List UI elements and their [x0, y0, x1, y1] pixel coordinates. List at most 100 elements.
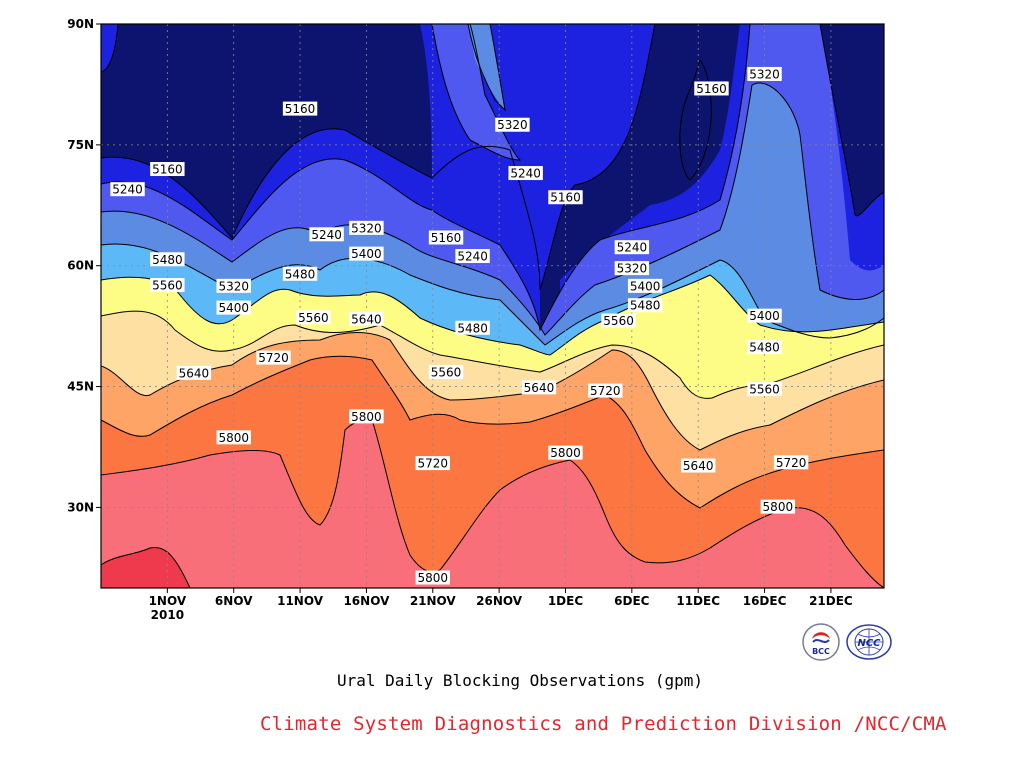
x-tick-label: 1NOV: [149, 594, 187, 608]
contour-label-box: [110, 182, 145, 197]
x-year-label: 2010: [151, 608, 184, 622]
band-fill: [468, 24, 505, 110]
contour-label-box: [428, 230, 464, 245]
contour-label-box: [349, 220, 384, 235]
x-tick-label: 11DEC: [676, 594, 720, 608]
contour-line: [101, 24, 751, 332]
contour-label-layer: 5160 5160 5160 5160 5160 5240 5240 5240 5240 5240…: [110, 66, 809, 585]
contour-line: [101, 310, 884, 399]
credit-line: Climate System Diagnostics and Predictio…: [260, 713, 947, 735]
contour-label-box: [282, 101, 318, 116]
contour-label-text: 5800: [418, 571, 449, 585]
contour-label: 5480: [150, 252, 185, 267]
y-tick-label: 90N: [67, 17, 94, 31]
plot-frame: [100, 23, 885, 589]
contour-label-box: [747, 381, 782, 396]
contour-label: 5400: [349, 246, 384, 261]
x-tick-label: 6DEC: [614, 594, 650, 608]
contour-label-text: 5560: [749, 382, 780, 396]
contour-label-box: [309, 227, 344, 242]
contour-label-text: 5720: [418, 457, 449, 471]
contour-label-box: [455, 320, 490, 335]
contour-label: 5400: [747, 308, 782, 323]
contour-label-box: [256, 350, 291, 365]
contour-label: 5560: [150, 278, 185, 293]
contour-line: [101, 418, 884, 588]
contour-label-text: 5240: [311, 228, 342, 242]
contour-line: [101, 82, 884, 336]
contour-label-text: 5560: [298, 311, 329, 325]
contour-label: 5480: [747, 340, 782, 355]
contour-label-box: [760, 499, 796, 514]
y-tick-label: 75N: [67, 138, 94, 152]
contour-label-text: 5400: [630, 279, 661, 293]
contour-label-text: 5800: [550, 446, 581, 460]
contour-label: 5320: [349, 220, 384, 235]
contour-label-text: 5320: [497, 118, 528, 132]
ncc-logo-text: NCC: [857, 638, 881, 649]
contour-label-box: [747, 66, 782, 81]
contour-label-box: [296, 310, 331, 325]
contour-label-box: [349, 409, 384, 424]
contour-label-text: 5720: [258, 351, 289, 365]
contour-label-text: 5480: [630, 299, 661, 313]
contour-label-box: [627, 278, 663, 293]
contour-line: [467, 24, 506, 112]
contour-label-text: 5160: [285, 102, 316, 116]
contour-label: 5160: [548, 190, 583, 205]
y-tick-label: 45N: [67, 380, 94, 394]
contour-label-text: 5720: [776, 456, 807, 470]
contour-label-text: 5640: [351, 312, 382, 326]
contour-label-text: 5480: [152, 253, 183, 267]
contour-label: 5160: [282, 101, 318, 116]
contour-label: 5800: [349, 409, 384, 424]
contour-label-box: [216, 430, 251, 445]
contour-label: 5720: [256, 350, 291, 365]
contour-label-text: 5400: [351, 247, 382, 261]
x-tick-label: 21DEC: [809, 594, 853, 608]
contour-label-text: 5240: [457, 250, 488, 264]
contour-label-box: [455, 249, 490, 264]
chart-title: Ural Daily Blocking Observations (gpm): [336, 671, 704, 690]
contour-label: 5320: [216, 278, 251, 293]
contour-label-box: [415, 570, 450, 585]
contour-label-text: 5800: [763, 500, 794, 514]
contour-label: 5240: [614, 240, 650, 255]
contour-label: 5560: [296, 310, 331, 325]
contour-label-text: 5640: [179, 366, 210, 380]
contour-label: 5400: [216, 300, 251, 315]
contour-label: 5560: [747, 381, 782, 396]
contour-line: [819, 24, 884, 217]
y-axis: 30N 45N 60N 75N 90N: [67, 17, 101, 514]
contour-label: 5720: [588, 383, 623, 398]
contour-label-box: [415, 456, 450, 471]
contour-label: 5320: [747, 66, 782, 81]
contour-label: 5160: [694, 81, 729, 96]
band-fill: [101, 419, 884, 588]
contour-label-box: [495, 117, 530, 132]
contour-label-box: [176, 365, 212, 380]
contour-label-box: [428, 365, 464, 380]
contour-label: 5480: [282, 266, 318, 281]
contour-label: 5800: [415, 570, 450, 585]
contour-label-box: [349, 246, 384, 261]
grid-layer: [101, 24, 884, 588]
contour-line: [101, 274, 884, 356]
contour-line: [431, 24, 522, 161]
contour-label: 5800: [216, 430, 251, 445]
contour-label: 5240: [309, 227, 344, 242]
contour-label: 5640: [176, 365, 212, 380]
contour-label: 5320: [614, 261, 650, 276]
contour-label-box: [548, 445, 583, 460]
contour-label-box: [588, 383, 623, 398]
contour-label-text: 5160: [696, 82, 727, 96]
contour-label-text: 5560: [152, 279, 183, 293]
contour-line: [101, 24, 119, 73]
band-fill: [679, 24, 884, 216]
contour-label-text: 5480: [457, 321, 488, 335]
contour-label: 5400: [627, 278, 663, 293]
contour-label: 5640: [681, 458, 716, 473]
contour-label-text: 5720: [590, 384, 621, 398]
contour-line: [101, 546, 191, 588]
x-axis: 1NOV 6NOV 11NOV 16NOV 21NOV 26NOV 1DEC 6DEC 11DE…: [149, 588, 853, 608]
